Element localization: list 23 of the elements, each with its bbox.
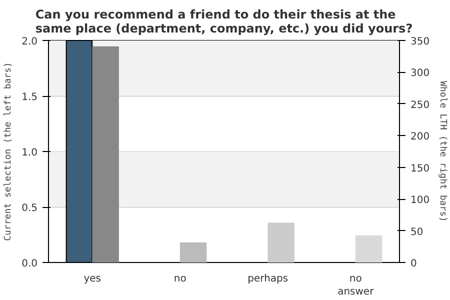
x-tick-label: yes <box>84 274 102 284</box>
y2-tick-label: 200 <box>410 132 430 143</box>
y2-axis-title: Whole LTH (the right bars) <box>438 81 448 222</box>
y-tick-label: 1.5 <box>22 92 38 103</box>
y-tick-label: 1.0 <box>22 148 38 158</box>
y2-tick-label: 150 <box>410 163 430 174</box>
y2-tick-label: 300 <box>410 68 430 80</box>
y2-tick-label: 250 <box>410 100 430 111</box>
y2-tick-label: 100 <box>410 195 430 206</box>
y-tick-label: 0.5 <box>22 203 38 214</box>
y2-tick-label: 50 <box>410 226 424 238</box>
bar <box>180 242 207 262</box>
x-tick-label: no <box>174 274 186 284</box>
x-tick-label: perhaps <box>248 274 288 284</box>
y-tick-label: 2.0 <box>22 36 38 48</box>
y-tick-label: 0.0 <box>22 258 38 270</box>
y2-tick-label: 0 <box>410 258 417 270</box>
bar <box>355 235 382 262</box>
y2-tick-label: 350 <box>410 36 430 48</box>
bar <box>268 222 294 262</box>
x-tick-label: no answer <box>338 274 375 298</box>
chart-title: Can you recommend a friend to do their thesis at the same place (department, company, etc.) you did yours? <box>35 8 413 36</box>
y-axis-title: Current selection (the left bars) <box>4 62 14 241</box>
